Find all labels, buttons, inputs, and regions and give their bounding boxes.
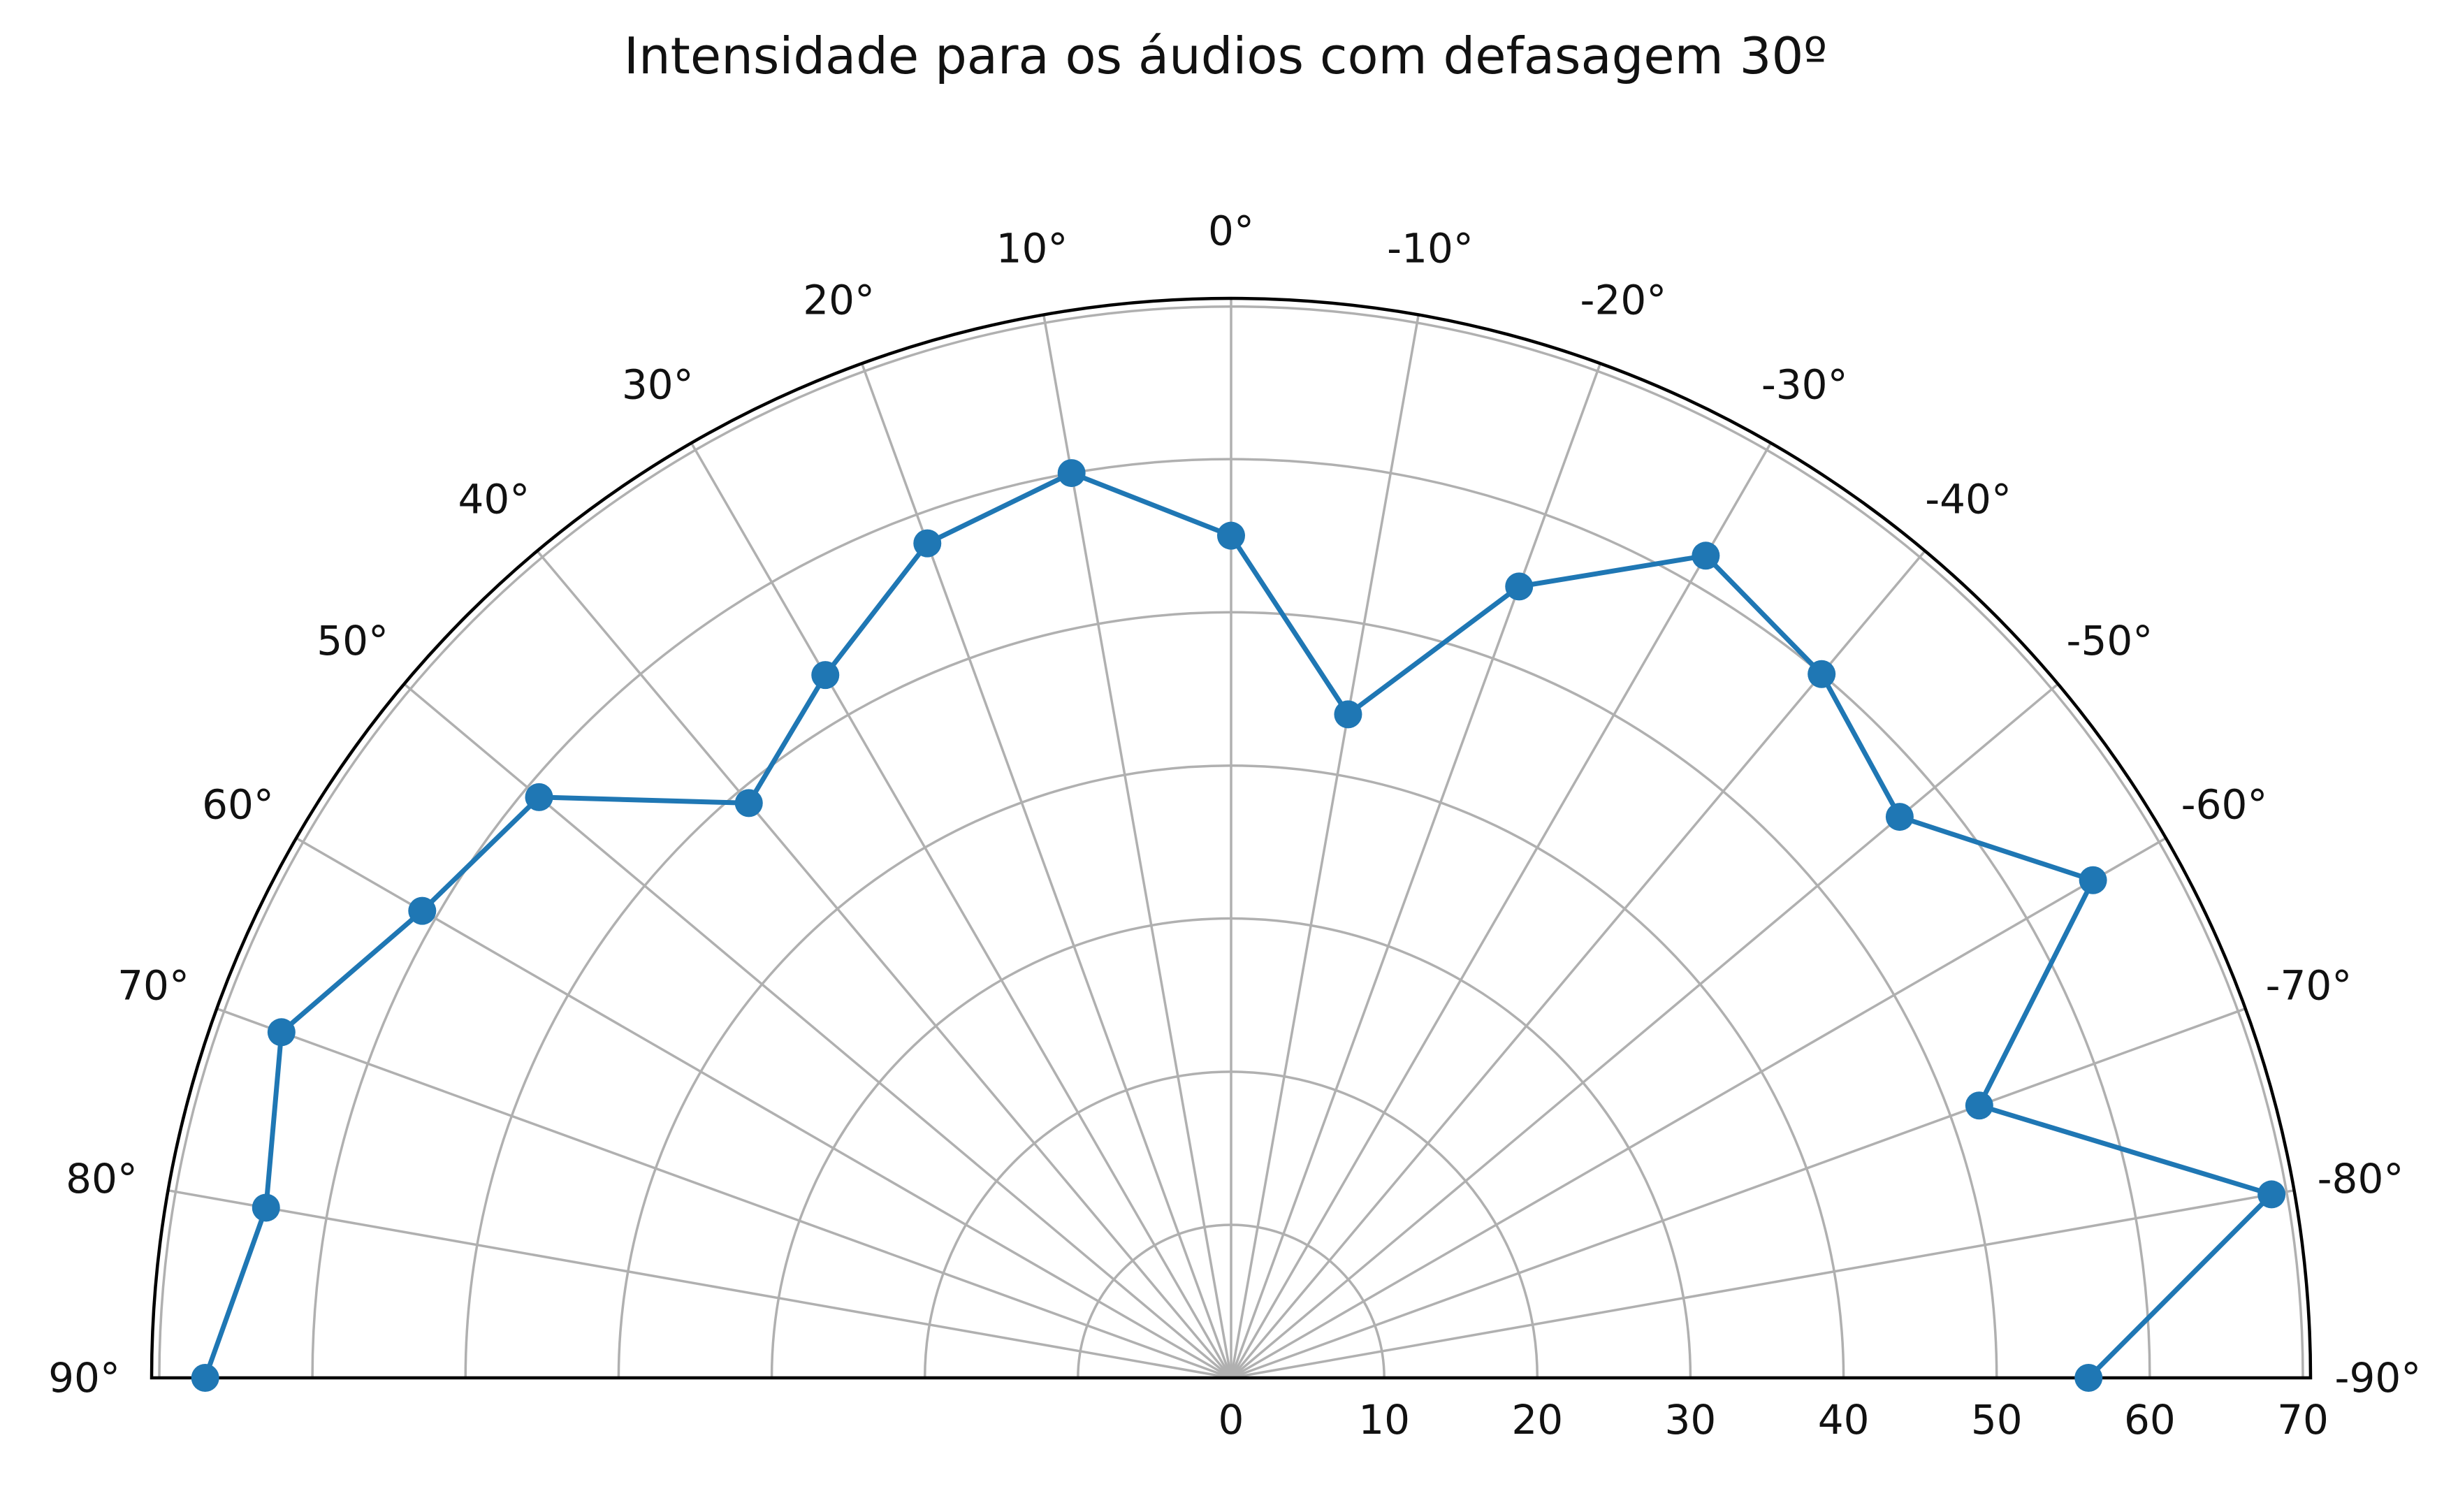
angular-tick-label: 50° — [317, 617, 388, 664]
angular-gridline — [1230, 314, 1420, 1379]
angular-tick-label: 90° — [48, 1354, 120, 1402]
angular-gridline — [168, 1188, 1232, 1379]
data-point — [2079, 866, 2107, 894]
angular-tick-label: 30° — [622, 361, 694, 408]
data-point — [1057, 459, 1086, 488]
chart-title: Intensidade para os áudios com defasagem… — [623, 27, 1828, 85]
angular-gridline — [1230, 1007, 2246, 1379]
radial-tick-label: 60 — [2124, 1396, 2176, 1444]
data-point — [525, 783, 553, 811]
data-point — [1334, 700, 1362, 729]
data-point — [267, 1018, 296, 1047]
data-point — [408, 896, 437, 925]
data-point — [191, 1364, 219, 1392]
angular-gridline — [1230, 683, 2059, 1379]
data-point — [1692, 541, 1720, 570]
angular-tick-label: -20° — [1580, 277, 1667, 324]
tick-labels: 90° 80° 70° 60° 50° 40° 30° 20° 10° 0° -10° -20° -30… — [48, 208, 2421, 1444]
data-point — [252, 1193, 280, 1222]
angular-tick-label: -70° — [2266, 962, 2352, 1010]
angular-tick-label: 80° — [66, 1155, 138, 1202]
data-point — [1808, 660, 1836, 688]
angular-tick-label: -60° — [2181, 780, 2268, 828]
series-layer — [191, 459, 2286, 1392]
outer-spine — [150, 296, 2313, 1380]
angular-gridline — [690, 442, 1232, 1379]
data-point — [1217, 521, 1245, 550]
angular-gridline — [1230, 550, 1926, 1379]
data-point — [2074, 1364, 2103, 1392]
plot-spine — [150, 296, 2313, 1380]
radial-tick-label: 30 — [1665, 1396, 1717, 1444]
angular-gridline — [1230, 1188, 2294, 1379]
angular-tick-label: 40° — [458, 476, 530, 523]
angular-gridline — [1042, 314, 1232, 1379]
angular-gridline — [296, 836, 1232, 1379]
data-point — [734, 789, 763, 817]
angular-tick-label: -10° — [1387, 225, 1474, 272]
data-point — [913, 529, 942, 558]
data-point — [811, 661, 840, 690]
angular-tick-label: -50° — [2067, 617, 2153, 664]
data-point — [1885, 803, 1914, 831]
data-point — [1965, 1091, 1993, 1120]
grid-layer — [152, 298, 2311, 1379]
angular-tick-label: -90° — [2335, 1354, 2422, 1402]
radial-tick-label: 20 — [1511, 1396, 1563, 1444]
series-line — [203, 470, 2274, 1380]
radial-tick-label: 50 — [1971, 1396, 2023, 1444]
angular-gridline — [1230, 363, 1602, 1379]
angular-gridline — [1230, 442, 1773, 1379]
angular-tick-label: -80° — [2318, 1155, 2404, 1202]
angular-tick-label: 20° — [803, 277, 875, 324]
angular-tick-label: -40° — [1925, 476, 2012, 523]
radial-tick-label: 10 — [1358, 1396, 1410, 1444]
radial-tick-label: 0 — [1219, 1396, 1244, 1444]
angular-gridline — [403, 683, 1232, 1379]
data-point — [1505, 572, 1534, 601]
angular-gridline — [216, 1007, 1232, 1379]
angular-tick-label: 60° — [202, 780, 274, 828]
angular-tick-label: 70° — [117, 962, 189, 1010]
angular-tick-label: 0° — [1208, 208, 1254, 255]
data-point — [2257, 1180, 2286, 1209]
angular-gridline — [536, 550, 1232, 1379]
angular-gridline — [1230, 836, 2167, 1379]
radial-tick-label: 40 — [1818, 1396, 1870, 1444]
angular-tick-label: 10° — [996, 225, 1068, 272]
radial-tick-label: 70 — [2277, 1396, 2329, 1444]
angular-tick-label: -30° — [1761, 361, 1848, 408]
